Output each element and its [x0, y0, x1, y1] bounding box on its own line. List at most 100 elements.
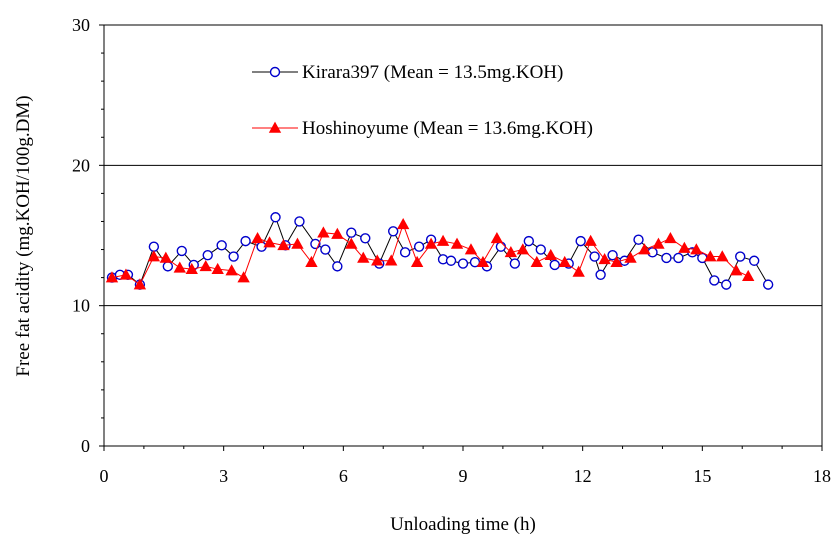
data-point	[294, 216, 305, 227]
series-2	[105, 217, 755, 290]
data-point	[652, 237, 665, 249]
legend-label: Kirara397 (Mean = 13.5mg.KOH)	[302, 62, 563, 83]
legend-label: Hoshinoyume (Mean = 13.6mg.KOH)	[302, 118, 593, 139]
data-point	[176, 245, 187, 257]
data-point	[664, 231, 677, 244]
y-tick-label: 0	[81, 436, 90, 456]
data-point	[320, 244, 331, 255]
data-point	[589, 251, 600, 262]
data-point	[317, 226, 330, 238]
data-point	[159, 251, 173, 263]
data-point	[730, 264, 743, 276]
data-point	[270, 212, 281, 223]
data-point	[572, 265, 585, 277]
data-point	[661, 252, 672, 264]
data-point	[424, 237, 438, 249]
x-tick-label: 3	[219, 466, 228, 486]
data-point	[721, 279, 732, 290]
data-point	[638, 243, 651, 255]
data-point	[346, 227, 357, 238]
data-point	[277, 238, 290, 251]
data-point	[544, 248, 557, 260]
data-point	[490, 231, 504, 244]
data-point	[385, 254, 398, 266]
data-point	[476, 255, 490, 267]
data-point	[610, 255, 623, 267]
data-point	[762, 279, 774, 290]
x-tick-label: 9	[459, 466, 468, 486]
data-point	[162, 261, 174, 272]
data-point	[450, 237, 464, 249]
data-point	[119, 268, 133, 280]
x-tick-label: 15	[693, 466, 711, 486]
axis-ticks: 0 10 20 30 0 3 6 9 12 15 18	[72, 15, 831, 486]
data-point	[147, 250, 161, 262]
y-axis-label: Free fat acidity (mg.KOH/100g.DM)	[13, 95, 34, 376]
y-tick-label: 20	[72, 155, 90, 175]
data-point	[595, 269, 606, 280]
data-point	[504, 246, 518, 258]
data-point	[607, 249, 618, 261]
data-point	[396, 217, 410, 230]
data-point	[495, 241, 507, 252]
data-point	[523, 235, 535, 247]
data-point	[464, 243, 478, 255]
data-point	[457, 258, 469, 269]
data-point	[558, 255, 571, 267]
data-point	[263, 236, 276, 248]
data-point	[748, 255, 760, 266]
series-1	[106, 212, 774, 290]
x-axis-label: Unloading time (h)	[390, 514, 536, 535]
x-tick-label: 18	[813, 466, 831, 486]
legend: Kirara397 (Mean = 13.5mg.KOH) Hoshinoyume…	[252, 62, 593, 139]
data-point	[291, 237, 304, 249]
series-layer	[105, 212, 774, 290]
data-point	[225, 264, 238, 276]
data-point	[709, 275, 720, 286]
data-point	[216, 240, 227, 251]
data-point	[598, 253, 611, 265]
data-point	[237, 271, 250, 283]
x-tick-label: 12	[574, 466, 592, 486]
data-point	[332, 261, 343, 272]
data-point	[357, 251, 370, 263]
data-point	[436, 234, 450, 246]
data-point	[410, 255, 424, 267]
data-point	[633, 234, 644, 245]
data-point	[345, 237, 358, 249]
data-point	[269, 66, 281, 78]
data-point	[360, 233, 371, 244]
data-point	[624, 251, 637, 263]
data-point	[530, 255, 543, 267]
data-point	[735, 251, 746, 262]
data-point	[399, 247, 411, 258]
data-point	[211, 262, 224, 274]
data-point	[673, 252, 684, 264]
data-point	[584, 234, 597, 246]
y-tick-label: 10	[72, 296, 90, 316]
data-point	[133, 278, 147, 290]
data-point	[549, 259, 560, 271]
data-point	[173, 261, 186, 273]
data-point	[331, 227, 344, 239]
data-point	[185, 262, 198, 274]
data-point	[516, 243, 530, 255]
data-point	[371, 254, 384, 266]
data-point	[305, 255, 318, 267]
data-point	[678, 241, 691, 253]
data-point	[535, 244, 546, 255]
data-point	[148, 241, 160, 252]
data-point	[742, 269, 755, 281]
gridlines	[104, 164, 822, 307]
x-tick-label: 0	[100, 466, 109, 486]
data-point	[445, 255, 457, 266]
data-point	[228, 251, 239, 262]
x-tick-label: 6	[339, 466, 348, 486]
plot-area-frame	[103, 24, 823, 447]
data-point	[268, 121, 282, 133]
data-point	[413, 241, 425, 252]
data-point	[251, 231, 264, 244]
data-point	[716, 250, 729, 262]
data-point	[199, 260, 212, 272]
